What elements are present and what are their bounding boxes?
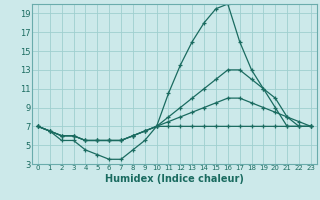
X-axis label: Humidex (Indice chaleur): Humidex (Indice chaleur) [105, 174, 244, 184]
